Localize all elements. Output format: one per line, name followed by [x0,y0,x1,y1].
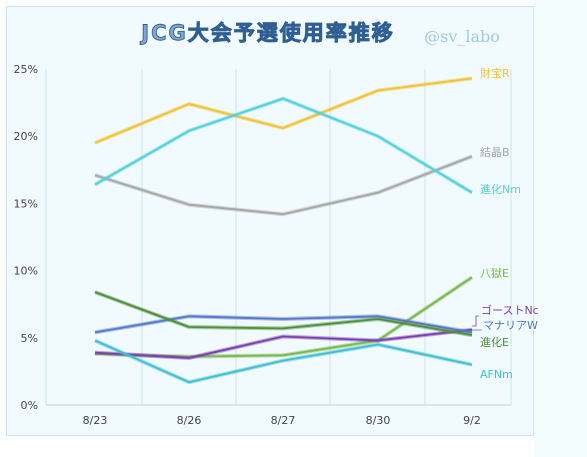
x-tick-label: 8/27 [271,414,296,427]
y-tick-label: 15% [14,197,38,210]
y-tick-label: 25% [14,63,38,76]
series-line [94,339,473,384]
series-line [94,291,473,336]
series-labels: 財宝R 結晶B 進化Nm 八獄E ゴーストNc マナリアW 進化E AFNm [472,66,539,381]
series-end-label: 進化E [480,335,509,349]
series-end-label: 財宝R [480,66,510,80]
y-tick-label: 5% [21,332,38,345]
series-line [94,97,473,194]
series-end-label: AFNm [480,368,513,381]
series-line-shadow [94,275,474,359]
series-line [94,77,473,144]
series-line-shadow [94,76,473,145]
x-tick-label: 8/23 [83,414,108,427]
series-end-label: マナリアW [483,319,538,332]
series-line [94,155,473,216]
series-lines [94,76,474,385]
chart-title: JCG大会予選使用率推移 [139,21,394,45]
x-tick-label: 8/26 [177,414,202,427]
axis-labels: 0% 5% 10% 15% 20% 25% 8/23 8/26 8/27 8/30 9/2 [14,63,481,427]
watermark-handle: @sv_labo [424,27,500,46]
series-line [94,328,473,359]
series-end-label: 結晶B [480,145,510,159]
y-tick-label: 20% [14,130,38,143]
background-strip [534,0,587,457]
x-tick-label: 8/30 [366,414,391,427]
grid-lines [45,69,512,406]
series-end-label: 進化Nm [480,182,521,196]
label-leader-line [472,315,479,327]
y-tick-label: 0% [21,399,38,412]
series-end-label: 八獄E [480,267,509,280]
series-end-label: ゴーストNc [481,303,539,317]
series-line [94,315,473,334]
series-line-shadow [94,154,473,217]
y-tick-label: 10% [14,265,38,278]
x-tick-label: 9/2 [463,414,481,427]
